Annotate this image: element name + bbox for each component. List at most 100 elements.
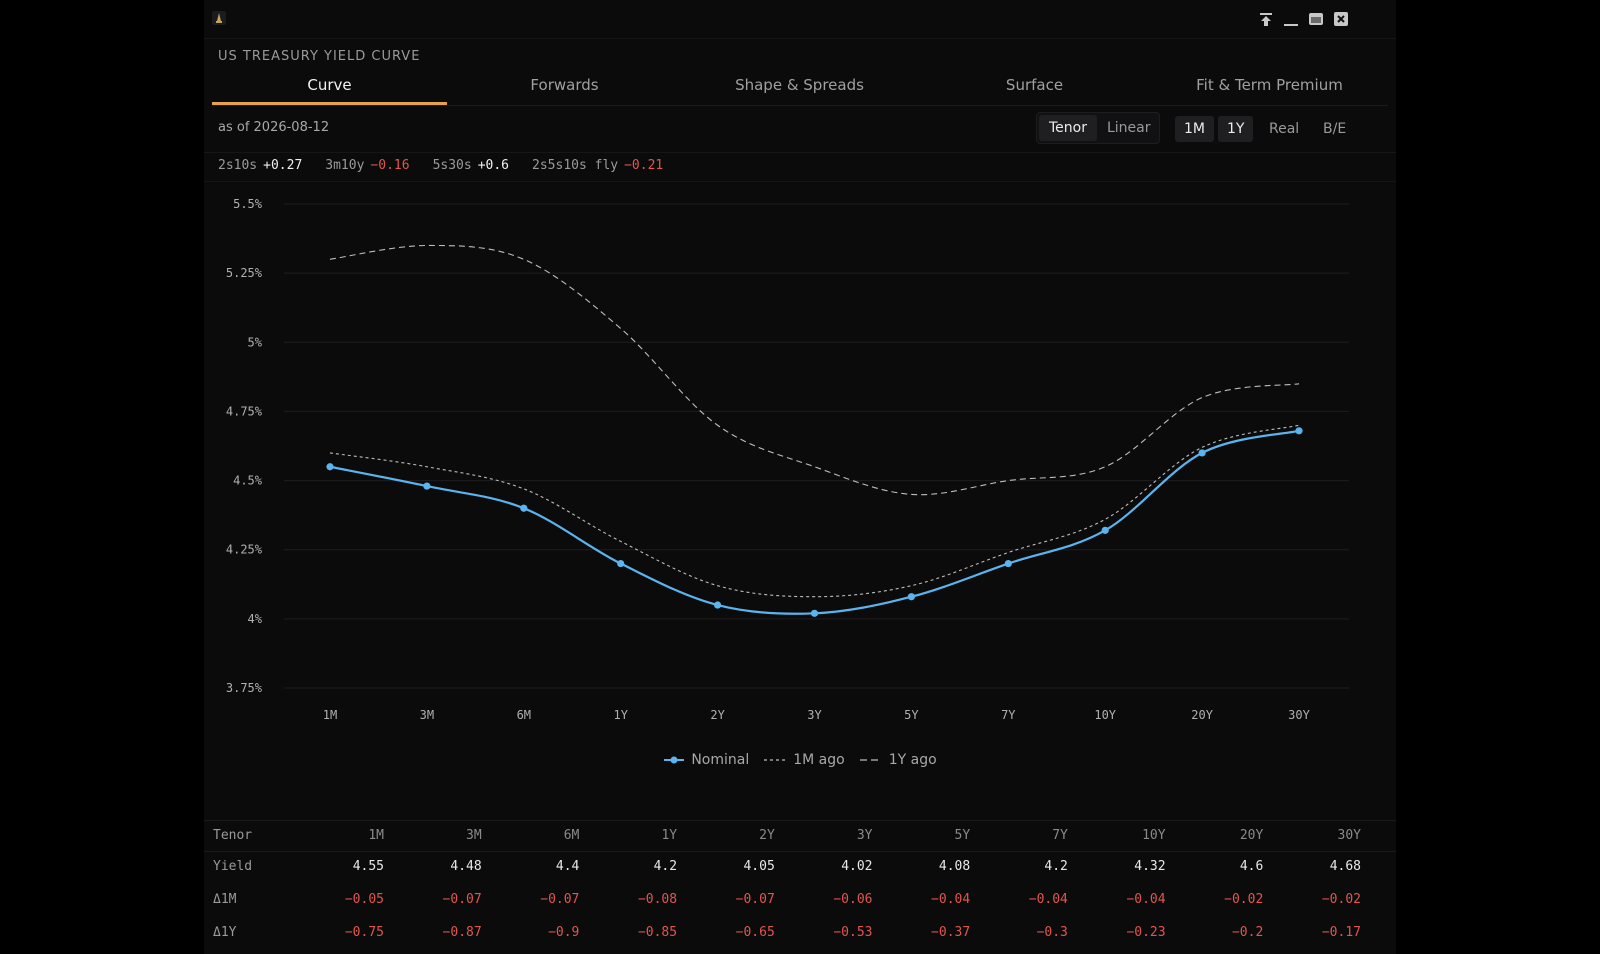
legend-item-1m-ago[interactable]: 1M ago: [763, 752, 845, 768]
table-cell: −0.04: [1028, 892, 1068, 907]
column-header: 2Y: [759, 828, 775, 843]
table-cell: −0.87: [442, 925, 482, 940]
table-cell: −0.23: [1126, 925, 1166, 940]
x-tick-label: 30Y: [1288, 708, 1310, 722]
table-cell: −0.65: [735, 925, 775, 940]
tab-shape-spreads[interactable]: Shape & Spreads: [735, 76, 864, 94]
breakeven-curve-button[interactable]: B/E: [1323, 121, 1347, 137]
legend-label: 1M ago: [793, 752, 845, 768]
yield-curve-chart: 5.5% 5.25% 5% 4.75% 4.5% 4.25% 4% 3.75% 1M 3M 6M 1Y…: [226, 197, 1349, 722]
table-cell: 4.55: [352, 859, 384, 874]
table-cell: −0.37: [931, 925, 971, 940]
table-cell: 4.48: [450, 859, 482, 874]
table-row: Yield 4.55 4.48 4.4 4.2 4.05 4.02 4.08 4.2 4.32 4.…: [204, 852, 1396, 885]
y-tick-label: 3.75%: [226, 681, 263, 695]
linear-axis-button[interactable]: Linear: [1106, 120, 1151, 136]
column-header: 1M: [368, 828, 384, 843]
page-title: US TREASURY YIELD CURVE: [218, 49, 421, 64]
legend-swatch-1y-ago: [859, 759, 882, 761]
spread-5s30s: 5s30s +0.6: [433, 158, 509, 178]
spread-label: 2s5s10s fly: [532, 158, 619, 173]
close-icon[interactable]: [1332, 10, 1350, 28]
spread-value: +0.27: [263, 158, 303, 173]
series-line-1y-ago: [329, 244, 1300, 496]
pin-icon[interactable]: [1257, 10, 1275, 28]
data-point-nominal: [1295, 427, 1303, 435]
table-cell: 4.02: [841, 859, 873, 874]
row-label: Yield: [213, 859, 253, 874]
spread-label: 3m10y: [325, 158, 365, 173]
column-header: 3M: [466, 828, 482, 843]
table-row: Δ1Y −0.75 −0.87 −0.9 −0.85 −0.65 −0.53 −0.37 −0.…: [204, 918, 1396, 951]
compare-1y-button[interactable]: 1Y: [1218, 116, 1254, 142]
y-tick-label: 4.5%: [233, 474, 263, 488]
tab-forwards[interactable]: Forwards: [530, 76, 599, 94]
tab-bar: Curve Forwards Shape & Spreads Surface F…: [212, 70, 1388, 106]
table-cell: −0.3: [1036, 925, 1068, 940]
column-header: 20Y: [1239, 828, 1264, 843]
as-of-date: as of 2026-08-12: [218, 120, 330, 135]
series-line-nominal: [329, 429, 1300, 615]
legend-label: 1Y ago: [888, 752, 937, 768]
legend-swatch-1m-ago: [764, 759, 787, 761]
x-tick-label: 2Y: [710, 708, 725, 722]
table-cell: −0.07: [442, 892, 482, 907]
table-cell: −0.9: [548, 925, 580, 940]
table-cell: −0.2: [1231, 925, 1264, 940]
x-tick-label: 10Y: [1094, 708, 1116, 722]
data-point-nominal: [1101, 526, 1109, 534]
table-row: Δ1M −0.05 −0.07 −0.07 −0.08 −0.07 −0.06 −0.04 −0…: [204, 885, 1396, 918]
table-cell: −0.05: [344, 892, 384, 907]
table-cell: −0.07: [735, 892, 775, 907]
spread-3m10y: 3m10y −0.16: [325, 158, 409, 178]
x-tick-label: 3Y: [807, 708, 822, 722]
x-tick-label: 1M: [323, 708, 337, 722]
table-cell: −0.08: [637, 892, 678, 907]
table-cell: −0.06: [833, 892, 873, 907]
row-label: Δ1M: [213, 892, 237, 907]
title-bar: [204, 0, 1396, 39]
table-cell: 4.2: [653, 859, 678, 874]
table-cell: −0.04: [1126, 892, 1166, 907]
table-cell: 4.4: [555, 859, 580, 874]
column-header: 7Y: [1052, 828, 1068, 843]
legend-label: Nominal: [691, 752, 750, 768]
spread-summary: 2s10s +0.27 3m10y −0.16 5s30s +0.6 2s5s10s …: [218, 158, 686, 178]
table-cell: 4.68: [1329, 859, 1361, 874]
y-tick-label: 5%: [248, 335, 263, 349]
table-header-row: Tenor 1M 3M 6M 1Y 2Y 3Y 5Y 7Y 10Y 20Y 30Y: [204, 821, 1396, 852]
legend-swatch-nominal: [664, 756, 685, 764]
y-tick-label: 5.5%: [233, 197, 263, 211]
legend-item-1y-ago[interactable]: 1Y ago: [859, 752, 937, 768]
x-tick-label: 6M: [517, 708, 531, 722]
column-header: 3Y: [856, 828, 873, 843]
table-cell: −0.02: [1224, 892, 1264, 907]
real-curve-button[interactable]: Real: [1269, 121, 1300, 137]
data-point-nominal: [423, 482, 431, 490]
x-tick-label: 3M: [420, 708, 434, 722]
column-header: 10Y: [1142, 828, 1166, 843]
data-point-nominal: [1004, 559, 1012, 568]
minimize-icon[interactable]: [1282, 10, 1300, 28]
spread-value: −0.21: [624, 158, 664, 173]
spread-label: 5s30s: [432, 158, 472, 173]
column-header: 1Y: [661, 828, 678, 843]
table-cell: −0.75: [344, 925, 384, 940]
y-tick-label: 5.25%: [226, 266, 263, 280]
x-tick-label: 5Y: [904, 708, 919, 722]
compare-1m-button[interactable]: 1M: [1175, 116, 1214, 142]
table-cell: 4.2: [1044, 859, 1068, 874]
row-label: Δ1Y: [213, 925, 237, 940]
table-cell: −0.85: [637, 925, 678, 940]
legend-item-nominal[interactable]: Nominal: [663, 752, 749, 768]
tenor-axis-button[interactable]: Tenor: [1039, 115, 1097, 141]
tab-surface[interactable]: Surface: [1005, 76, 1064, 94]
table-cell: −0.53: [833, 925, 873, 940]
y-tick-label: 4.25%: [226, 543, 263, 557]
maximize-icon[interactable]: [1307, 10, 1325, 28]
table-cell: 4.32: [1134, 859, 1166, 874]
tab-fit-term-premium[interactable]: Fit & Term Premium: [1196, 76, 1343, 94]
spread-value: +0.6: [477, 158, 510, 173]
axis-mode-toggle: Tenor Linear: [1036, 112, 1160, 144]
tab-curve[interactable]: Curve: [212, 70, 447, 105]
